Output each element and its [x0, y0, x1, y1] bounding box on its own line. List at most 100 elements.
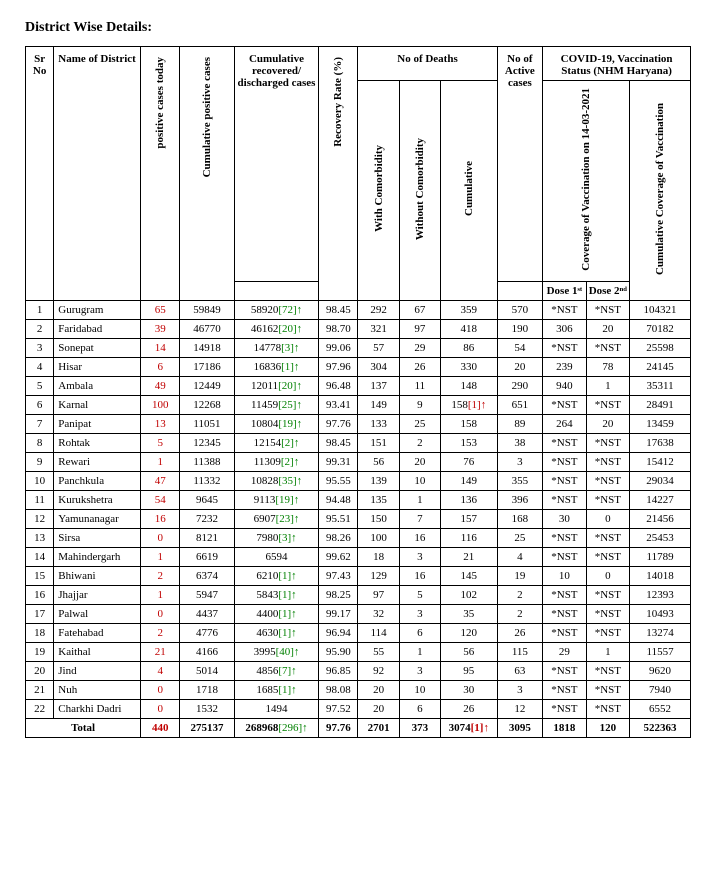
rec-delta: [72] [278, 304, 296, 316]
cell-wc: 139 [358, 471, 399, 490]
table-row: 9Rewari11138811309[2]↑99.315620763*NST*N… [26, 452, 691, 471]
cell-active: 89 [497, 414, 543, 433]
cell-pos-today: 0 [141, 699, 180, 718]
cell-sr: 21 [26, 680, 54, 699]
rec-delta: [7] [278, 665, 291, 677]
cell-d1: *NST [543, 490, 586, 509]
cell-pos-today: 14 [141, 338, 180, 357]
cell-name: Bhiwani [54, 566, 141, 585]
cell-sr: 10 [26, 471, 54, 490]
cell-sr: 20 [26, 661, 54, 680]
cell-pos-today: 5 [141, 433, 180, 452]
table-row: 20Jind450144856[7]↑96.859239563*NST*NST9… [26, 661, 691, 680]
cell-wc: 18 [358, 547, 399, 566]
cell-woc: 3 [399, 604, 440, 623]
cell-name: Yamunanagar [54, 509, 141, 528]
rec-delta: [1] [278, 684, 291, 696]
rec-delta: [1] [278, 627, 291, 639]
cell-total-active: 3095 [497, 718, 543, 737]
up-arrow-red-icon: ↑ [481, 399, 487, 411]
cell-sr: 8 [26, 433, 54, 452]
cell-cum-pos: 1718 [180, 680, 234, 699]
cell-cc: 25453 [630, 528, 691, 547]
cell-rec: 16836[1]↑ [234, 357, 319, 376]
cell-d2: *NST [586, 452, 629, 471]
cell-sr: 2 [26, 319, 54, 338]
cell-d2: *NST [586, 490, 629, 509]
cell-rec: 58920[72]↑ [234, 300, 319, 319]
table-row: 19Kaithal2141663995[40]↑95.9055156115291… [26, 642, 691, 661]
cell-cd: 86 [441, 338, 498, 357]
rec-delta: [1] [278, 589, 291, 601]
cell-sr: 6 [26, 395, 54, 414]
rec-delta: [40] [276, 646, 294, 658]
rec-delta: [1] [278, 570, 291, 582]
cell-pos-today: 6 [141, 357, 180, 376]
cell-cum-pos: 12345 [180, 433, 234, 452]
district-table: Sr No Name of District positive cases to… [25, 46, 691, 738]
cell-sr: 4 [26, 357, 54, 376]
table-row: 10Panchkula471133210828[35]↑95.551391014… [26, 471, 691, 490]
cell-total-rec: 268968[296]↑ [234, 718, 319, 737]
cell-rec: 4630[1]↑ [234, 623, 319, 642]
cell-wc: 304 [358, 357, 399, 376]
cell-sr: 1 [26, 300, 54, 319]
cell-d2: 20 [586, 414, 629, 433]
cell-cd: 158[1]↑ [441, 395, 498, 414]
cell-d1: *NST [543, 585, 586, 604]
cell-pos-today: 100 [141, 395, 180, 414]
cell-cum-pos: 14918 [180, 338, 234, 357]
cell-name: Ambala [54, 376, 141, 395]
cell-total-d1: 1818 [543, 718, 586, 737]
cell-total-rate: 97.76 [319, 718, 358, 737]
rec-delta: [25] [278, 399, 296, 411]
cell-wc: 57 [358, 338, 399, 357]
cell-cc: 15412 [630, 452, 691, 471]
cell-pos-today: 1 [141, 585, 180, 604]
table-row: 4Hisar61718616836[1]↑97.9630426330202397… [26, 357, 691, 376]
cell-pos-today: 49 [141, 376, 180, 395]
cell-d1: *NST [543, 433, 586, 452]
table-row: 7Panipat131105110804[19]↑97.761332515889… [26, 414, 691, 433]
cell-sr: 16 [26, 585, 54, 604]
cell-d2: *NST [586, 547, 629, 566]
cell-sr: 15 [26, 566, 54, 585]
cell-woc: 16 [399, 528, 440, 547]
cell-cum-pos: 7232 [180, 509, 234, 528]
rec-delta: [1] [278, 608, 291, 620]
cell-pos-today: 39 [141, 319, 180, 338]
cell-pos-today: 4 [141, 661, 180, 680]
cell-woc: 11 [399, 376, 440, 395]
cell-sr: 13 [26, 528, 54, 547]
cell-cd: 145 [441, 566, 498, 585]
table-row: 14Mahindergarh16619659499.62183214*NST*N… [26, 547, 691, 566]
cell-cd: 120 [441, 623, 498, 642]
cell-rec: 1494 [234, 699, 319, 718]
cell-cc: 24145 [630, 357, 691, 376]
table-row: 1Gurugram655984958920[72]↑98.45292673595… [26, 300, 691, 319]
cell-total-woc: 373 [399, 718, 440, 737]
cell-cc: 21456 [630, 509, 691, 528]
rec-delta: [2] [281, 456, 294, 468]
cell-name: Gurugram [54, 300, 141, 319]
up-arrow-icon: ↑ [294, 342, 300, 354]
cell-name: Kaithal [54, 642, 141, 661]
cell-d1: *NST [543, 395, 586, 414]
cell-cum-pos: 11051 [180, 414, 234, 433]
cell-cc: 25598 [630, 338, 691, 357]
cell-sr: 3 [26, 338, 54, 357]
cell-d1: *NST [543, 623, 586, 642]
hdr-dose2: Dose 2ⁿᵈ [586, 281, 629, 300]
rec-delta: [296] [278, 722, 302, 734]
cell-name: Sonepat [54, 338, 141, 357]
cell-d1: 239 [543, 357, 586, 376]
cell-cum-pos: 12449 [180, 376, 234, 395]
cell-cd: 21 [441, 547, 498, 566]
cell-rate: 99.17 [319, 604, 358, 623]
cell-cd: 330 [441, 357, 498, 376]
cell-rate: 94.48 [319, 490, 358, 509]
table-row: 8Rohtak51234512154[2]↑98.45151215338*NST… [26, 433, 691, 452]
cell-rate: 96.85 [319, 661, 358, 680]
hdr-blank1 [234, 281, 319, 300]
cell-total-wc: 2701 [358, 718, 399, 737]
